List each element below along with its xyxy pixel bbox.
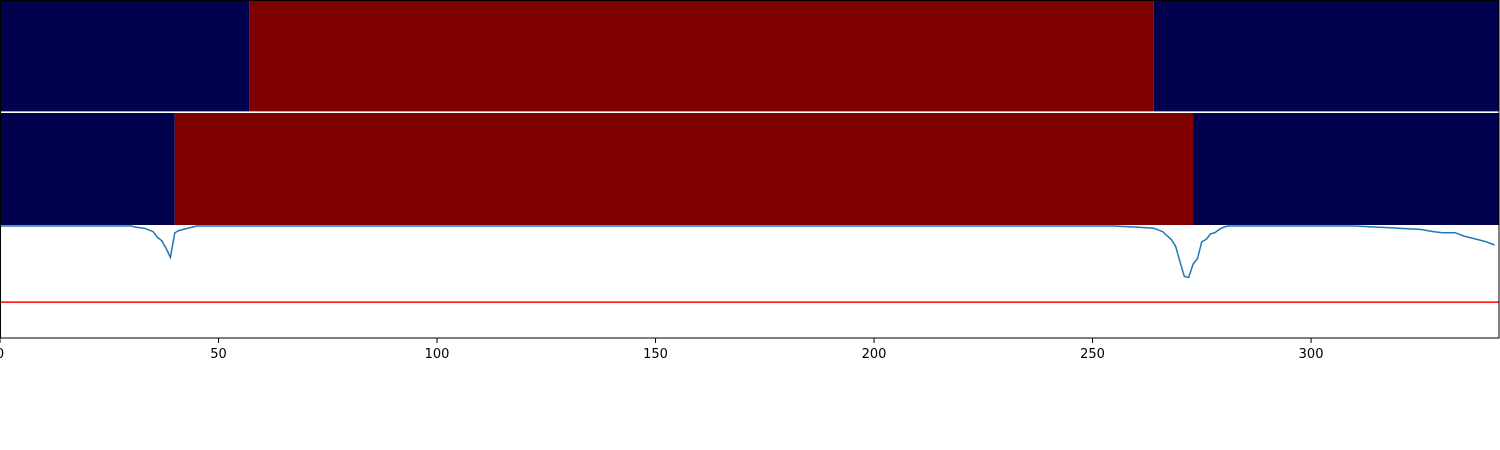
heatmap-segment-2-3	[1193, 113, 1499, 225]
x-tick-label-0: 0	[0, 347, 4, 362]
line-plot-panel	[0, 226, 1499, 338]
x-tick-label-300: 300	[1299, 347, 1324, 362]
heatmap-segment-1-2	[249, 0, 1154, 112]
heatmap-band-top	[0, 0, 1499, 112]
heatmap-segment-2-1	[0, 113, 175, 225]
x-tick-label-100: 100	[425, 347, 450, 362]
heatmap-segment-2-2	[175, 113, 1193, 225]
heatmap-segment-1-3	[1154, 0, 1499, 112]
x-tick-label-200: 200	[862, 347, 887, 362]
heatmap-band-middle	[0, 113, 1499, 225]
x-tick-label-50: 50	[210, 347, 227, 362]
x-tick-label-150: 150	[643, 347, 668, 362]
x-axis: 0 50 100 150 200 250 300	[0, 338, 1323, 362]
heatmap-segment-1-1	[0, 0, 249, 112]
plot-background	[0, 226, 1499, 338]
x-tick-label-250: 250	[1080, 347, 1105, 362]
